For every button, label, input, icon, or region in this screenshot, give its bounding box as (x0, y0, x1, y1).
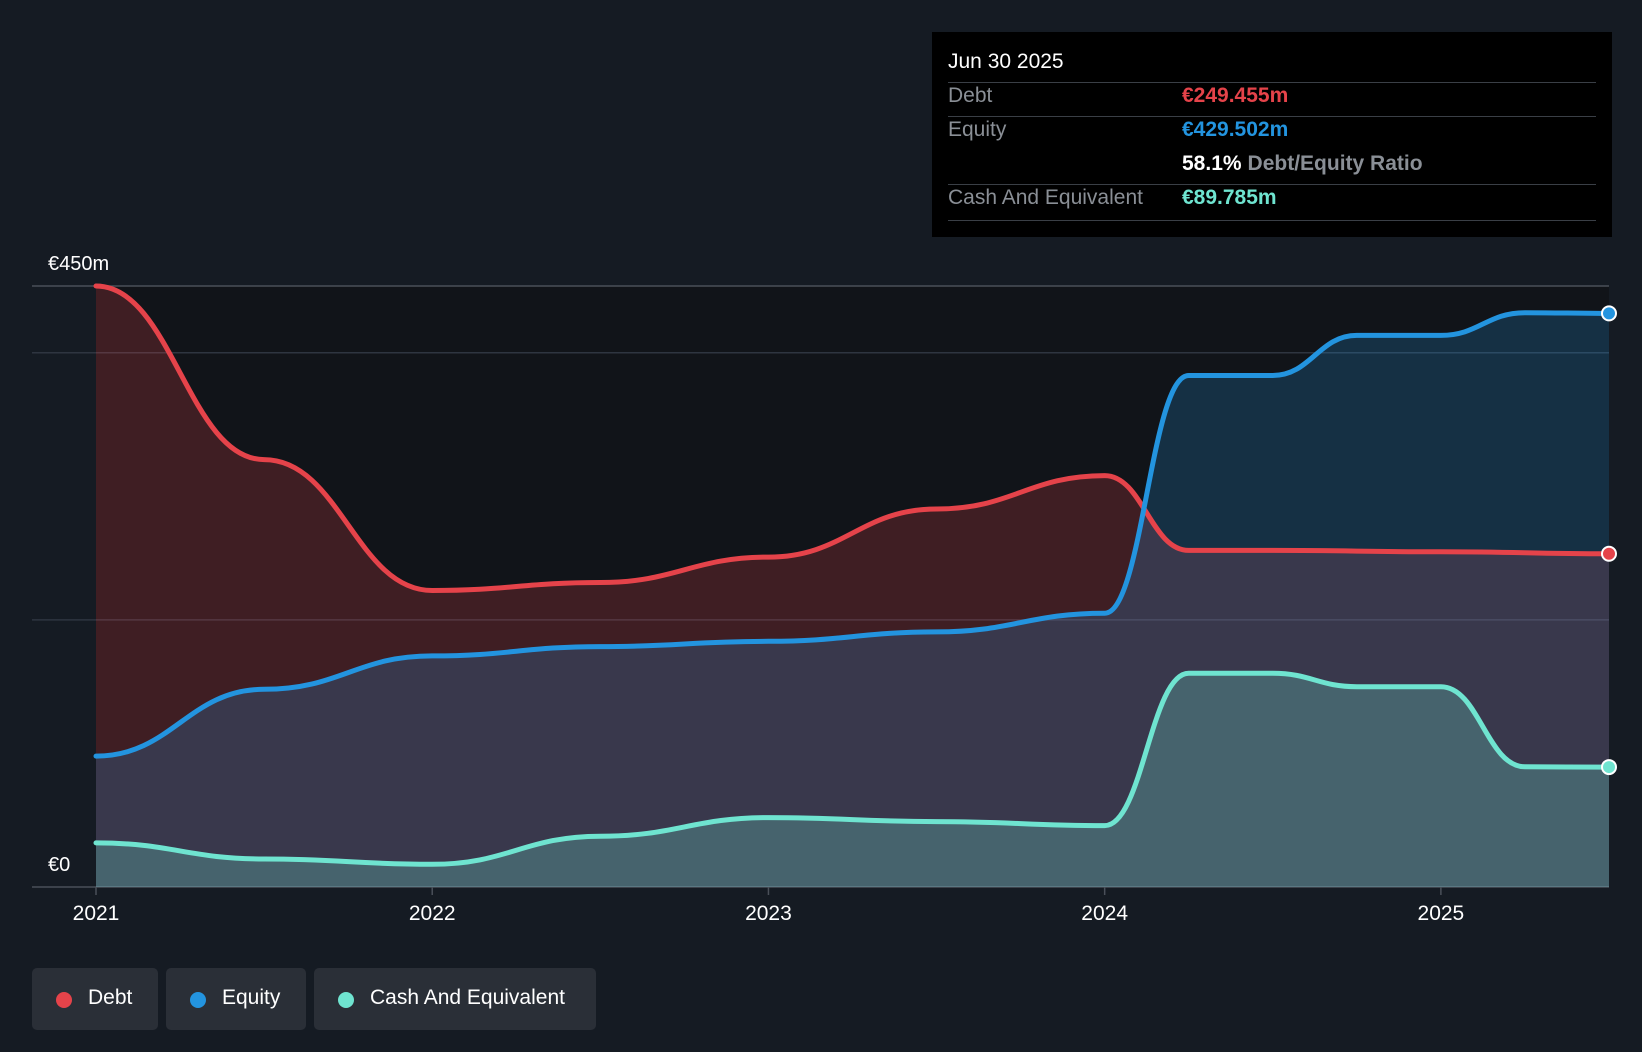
legend-dot-cash (338, 992, 354, 1008)
tooltip-row-ratio: 58.1% Debt/Equity Ratio (948, 152, 1596, 182)
tooltip-divider (948, 220, 1596, 221)
legend-label-cash: Cash And Equivalent (370, 986, 565, 1009)
legend-dot-debt (56, 992, 72, 1008)
plot-background (96, 286, 1609, 887)
tooltip-row-cash: Cash And Equivalent €89.785m (948, 186, 1596, 216)
equity-endpoint-marker (1601, 305, 1617, 322)
legend-dot-equity (190, 992, 206, 1008)
equity-line (93, 310, 1612, 759)
tooltip-ratio-label: Debt/Equity Ratio (1247, 152, 1423, 175)
tooltip-ratio-value: 58.1% (1182, 152, 1242, 175)
tooltip-date: Jun 30 2025 (948, 50, 1064, 73)
tooltip-ratio: 58.1% Debt/Equity Ratio (1182, 152, 1423, 176)
legend-item-debt[interactable]: Debt (32, 968, 158, 1030)
tooltip-divider (948, 116, 1596, 117)
tooltip-cash-value: €89.785m (1182, 186, 1277, 209)
legend-label-debt: Debt (88, 986, 133, 1009)
tooltip-row-debt: Debt €249.455m (948, 84, 1596, 114)
cash-area (96, 673, 1609, 887)
legend-label-equity: Equity (222, 986, 281, 1009)
legend-item-cash[interactable]: Cash And Equivalent (314, 968, 596, 1030)
cash-endpoint-marker (1601, 759, 1617, 776)
y-tick-label: €450m (48, 253, 109, 275)
legend-item-equity[interactable]: Equity (166, 968, 306, 1030)
y-tick-label: €0 (48, 854, 70, 876)
debt-line (93, 283, 1612, 594)
cash-line (93, 670, 1612, 867)
tooltip-cash-label: Cash And Equivalent (948, 186, 1143, 209)
tooltip-equity-label: Equity (948, 118, 1007, 141)
debt-endpoint-marker (1601, 545, 1617, 562)
equity-area (96, 312, 1609, 887)
x-tick-label: 2024 (1081, 902, 1128, 925)
debt-area (96, 286, 1609, 887)
x-tick-label: 2021 (73, 902, 120, 925)
tooltip-divider (948, 184, 1596, 185)
tooltip-debt-value: €249.455m (1182, 84, 1289, 107)
x-tick-label: 2025 (1418, 902, 1465, 925)
x-tick-label: 2023 (745, 902, 792, 925)
x-tick-label: 2022 (409, 902, 456, 925)
tooltip-row-equity: Equity €429.502m (948, 118, 1596, 148)
tooltip-panel: Jun 30 2025 Debt €249.455m Equity €429.5… (932, 32, 1612, 237)
tooltip-debt-label: Debt (948, 84, 993, 107)
tooltip-divider (948, 82, 1596, 83)
tooltip-equity-value: €429.502m (1182, 118, 1289, 141)
